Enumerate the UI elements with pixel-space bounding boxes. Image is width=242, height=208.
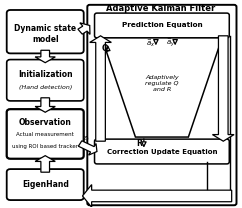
Polygon shape [35, 50, 55, 63]
Text: Dynamic state: Dynamic state [14, 24, 76, 33]
Text: Observation: Observation [19, 118, 72, 127]
Text: R: R [136, 139, 142, 148]
Text: $Z_t$: $Z_t$ [82, 134, 90, 143]
FancyBboxPatch shape [95, 139, 229, 164]
Polygon shape [78, 23, 90, 34]
Text: Q: Q [101, 44, 108, 53]
Text: Prediction Equation: Prediction Equation [121, 22, 202, 28]
Text: EigenHand: EigenHand [22, 180, 69, 189]
Polygon shape [35, 98, 55, 112]
FancyBboxPatch shape [95, 13, 229, 38]
Polygon shape [83, 184, 232, 207]
Polygon shape [102, 38, 222, 137]
Text: Actual measurement: Actual measurement [16, 132, 74, 137]
Polygon shape [212, 36, 234, 141]
FancyBboxPatch shape [7, 59, 84, 101]
Text: $\vec{a}_x$: $\vec{a}_x$ [146, 37, 156, 49]
Polygon shape [35, 156, 55, 172]
FancyBboxPatch shape [7, 10, 84, 53]
FancyBboxPatch shape [7, 169, 84, 200]
Polygon shape [90, 36, 111, 141]
Text: Correction Update Equation: Correction Update Equation [107, 149, 217, 155]
Polygon shape [78, 141, 97, 155]
Text: Adaptive Kalman Filter: Adaptive Kalman Filter [106, 4, 215, 13]
Text: Adaptively
regulate Q
and R: Adaptively regulate Q and R [145, 75, 179, 92]
Text: Initialization: Initialization [18, 71, 73, 79]
Text: model: model [32, 35, 59, 44]
Text: using ROI based tracker: using ROI based tracker [12, 144, 78, 149]
FancyBboxPatch shape [7, 109, 84, 159]
Text: (Hand detection): (Hand detection) [19, 85, 72, 90]
Text: $\vec{a}_y$: $\vec{a}_y$ [166, 37, 175, 50]
